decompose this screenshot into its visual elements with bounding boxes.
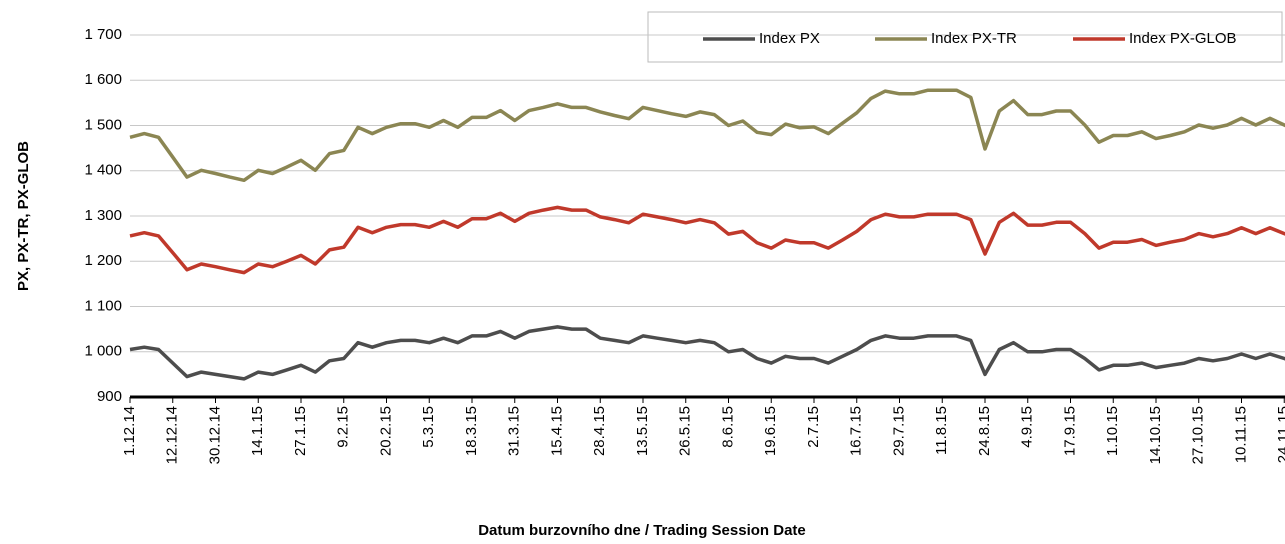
x-tick-label: 2.7.15 xyxy=(805,406,822,448)
x-tick-label: 31.3.15 xyxy=(506,406,523,456)
legend-box xyxy=(647,11,1283,63)
x-tick-label: 20.2.15 xyxy=(377,406,394,456)
y-axis-title: PX, PX-TR, PX-GLOB xyxy=(15,141,32,291)
x-tick-label: 24.11.15 xyxy=(1275,406,1285,463)
y-tick-label: 1 400 xyxy=(84,162,122,179)
x-tick-label: 14.1.15 xyxy=(249,406,266,456)
x-axis-title: Datum burzovního dne / Trading Session D… xyxy=(478,522,806,539)
x-tick-label: 14.10.15 xyxy=(1147,406,1164,464)
series-line xyxy=(129,325,1285,381)
x-tick-label: 18.3.15 xyxy=(463,406,480,456)
y-tick-label: 1 000 xyxy=(84,343,122,360)
x-tick-label: 11.8.15 xyxy=(933,406,950,455)
x-tick-label: 16.7.15 xyxy=(848,406,865,456)
x-tick-label: 19.6.15 xyxy=(762,406,779,456)
series-line xyxy=(129,88,1285,183)
x-tick-label: 13.5.15 xyxy=(634,406,651,456)
legend-label: Index PX xyxy=(759,30,820,47)
y-tick-label: 1 700 xyxy=(84,26,122,43)
x-tick-label: 5.3.15 xyxy=(420,406,437,448)
legend-label: Index PX-GLOB xyxy=(1129,30,1237,47)
y-tick-label: 1 300 xyxy=(84,207,122,224)
x-tick-label: 29.7.15 xyxy=(890,406,907,456)
y-tick-label: 1 500 xyxy=(84,116,122,133)
x-tick-label: 8.6.15 xyxy=(719,406,736,448)
x-tick-label: 1.12.14 xyxy=(121,406,138,456)
y-tick-label: 1 200 xyxy=(84,252,122,269)
x-tick-label: 12.12.14 xyxy=(164,406,181,464)
x-tick-label: 26.5.15 xyxy=(677,406,694,456)
x-tick-label: 27.10.15 xyxy=(1190,406,1207,464)
x-tick-label: 4.9.15 xyxy=(1019,406,1036,448)
y-tick-label: 1 100 xyxy=(84,297,122,314)
x-tick-label: 24.8.15 xyxy=(976,406,993,456)
y-tick-label: 900 xyxy=(97,388,122,405)
y-tick-label: 1 600 xyxy=(84,71,122,88)
series-line xyxy=(129,205,1285,275)
x-tick-label: 30.12.14 xyxy=(206,406,223,464)
x-tick-label: 1.10.15 xyxy=(1104,406,1121,456)
legend-label: Index PX-TR xyxy=(931,30,1017,47)
x-tick-label: 27.1.15 xyxy=(292,406,309,456)
x-tick-label: 10.11.15 xyxy=(1232,406,1249,463)
x-tick-label: 28.4.15 xyxy=(591,406,608,456)
x-tick-label: 15.4.15 xyxy=(548,406,565,456)
x-tick-label: 17.9.15 xyxy=(1061,406,1078,456)
x-tick-label: 9.2.15 xyxy=(335,406,352,448)
